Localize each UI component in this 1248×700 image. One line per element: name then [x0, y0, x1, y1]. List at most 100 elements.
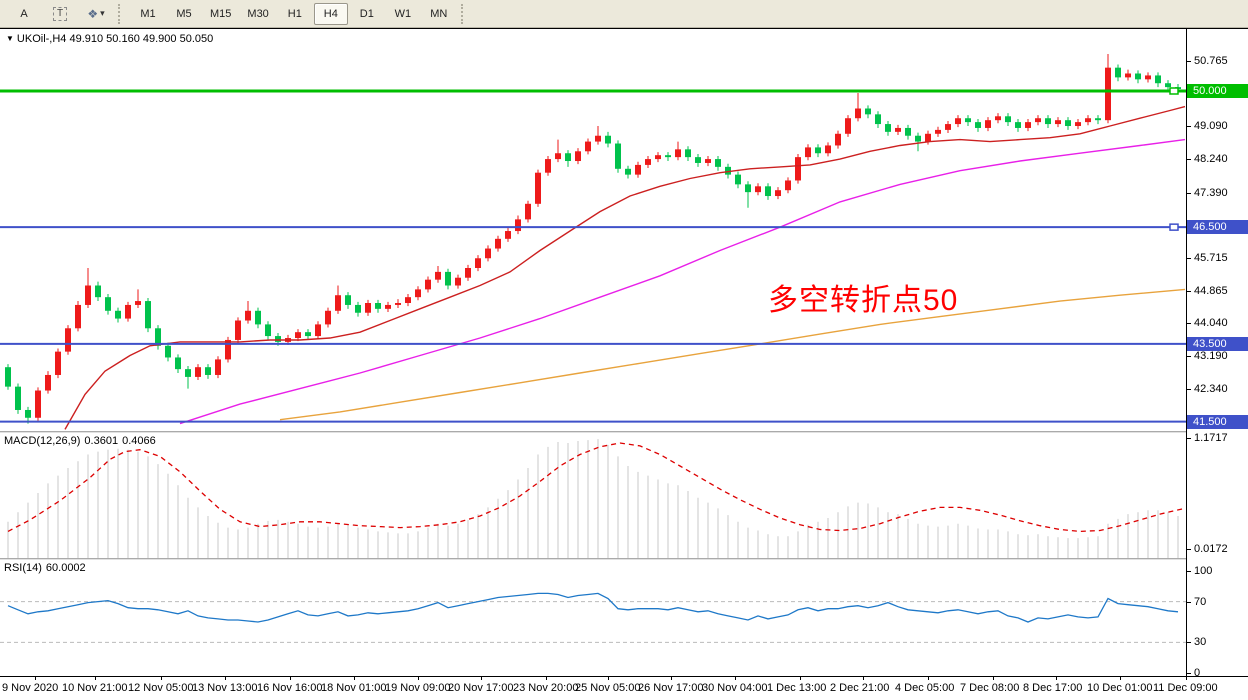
candle-body — [975, 122, 981, 128]
rsi-indicator-label: RSI(14) 60.0002 — [4, 562, 86, 574]
ma-fast-red — [64, 105, 1186, 430]
time-tick-mark — [671, 677, 672, 680]
price-tick-label: 43.190 — [1194, 349, 1228, 362]
candle-body — [335, 295, 341, 311]
axis-tick-mark — [1187, 601, 1191, 603]
time-tick-label: 8 Dec 17:00 — [1023, 682, 1083, 694]
time-tick-mark — [1056, 677, 1057, 680]
candle-body — [455, 277, 461, 286]
main-price-chart[interactable] — [0, 29, 1186, 433]
candle-body — [495, 238, 501, 249]
time-tick-label: 4 Dec 05:00 — [895, 682, 955, 694]
time-tick-label: 9 Nov 2020 — [2, 682, 59, 694]
timeframe-m30-button[interactable]: M30 — [247, 7, 269, 20]
candle-body — [175, 357, 181, 370]
line-handle — [1169, 223, 1179, 231]
time-tick-mark — [800, 677, 801, 680]
candle-body — [475, 258, 481, 268]
candle-body — [725, 166, 731, 175]
candle-body — [1125, 73, 1131, 78]
candle-body — [545, 159, 551, 173]
text-tool-button[interactable]: T — [43, 3, 77, 25]
candle-body — [275, 336, 281, 342]
axis-tick-mark — [1187, 257, 1191, 259]
shapes-icon: ❖ — [87, 6, 99, 21]
candle-body — [1145, 75, 1151, 80]
candle-body — [635, 164, 641, 175]
timeframe-w1-button[interactable]: W1 — [394, 7, 412, 20]
axis-tick-mark — [1187, 126, 1191, 128]
candle-body — [55, 351, 61, 375]
candle-body — [835, 133, 841, 146]
time-tick-mark — [418, 677, 419, 680]
time-tick-label: 30 Nov 04:00 — [702, 682, 768, 694]
timeframe-h4-button[interactable]: H4 — [313, 2, 348, 25]
time-tick-label: 11 Dec 09:00 — [1153, 682, 1218, 694]
candle-body — [185, 369, 191, 377]
time-axis[interactable]: 9 Nov 2020 10 Nov 21:00 12 Nov 05:00 13 Nov… — [0, 676, 1248, 700]
toolbar-grip — [460, 3, 467, 24]
candle-body — [785, 180, 791, 191]
candle-body — [365, 303, 371, 313]
candle-body — [805, 147, 811, 158]
pane-separator[interactable] — [0, 558, 1248, 560]
timeframe-d1-button[interactable]: D1 — [359, 7, 374, 20]
timeframe-h1-button[interactable]: H1 — [287, 7, 302, 20]
candle-body — [605, 135, 611, 144]
candle-body — [95, 285, 101, 298]
price-axis[interactable]: 50.000 46.500 43.500 41.500 50.765 49.090 48.2… — [1186, 29, 1248, 679]
timeframe-m1-button[interactable]: M1 — [140, 7, 156, 20]
timeframe-m15-button[interactable]: M15 — [210, 7, 232, 20]
candle-body — [985, 120, 991, 128]
candle-body — [945, 124, 951, 130]
price-tick-label: 44.040 — [1194, 316, 1228, 329]
time-tick-label: 7 Dec 08:00 — [960, 682, 1020, 694]
rsi-pane[interactable] — [0, 560, 1186, 677]
axis-tick-mark — [1187, 571, 1191, 572]
candle-body — [305, 332, 311, 337]
candle-body — [775, 190, 781, 197]
macd-pane[interactable] — [0, 433, 1186, 560]
time-tick-mark — [993, 677, 994, 680]
candle-body — [5, 367, 11, 387]
candle-body — [735, 174, 741, 185]
shapes-tool-button[interactable]: ❖ ▾ — [79, 3, 113, 25]
macd-tick-label: 1.1717 — [1194, 432, 1228, 444]
candle-body — [845, 118, 851, 134]
candle-body — [265, 324, 271, 337]
candle-body — [445, 271, 451, 286]
candle-body — [1165, 83, 1171, 88]
candle-body — [195, 367, 201, 377]
pane-separator[interactable] — [0, 431, 1248, 433]
candle-body — [875, 114, 881, 125]
price-level-label: 46.500 — [1187, 220, 1248, 235]
time-tick-label: 16 Nov 16:00 — [257, 682, 323, 694]
axis-tick-mark — [1187, 61, 1191, 63]
candle-body — [65, 328, 71, 352]
timeframe-m5-button[interactable]: M5 — [176, 7, 192, 20]
time-tick-mark — [608, 677, 609, 680]
candle-body — [145, 301, 151, 329]
time-tick-mark — [1120, 677, 1121, 680]
candle-body — [1005, 116, 1011, 123]
chart-annotation: 多空转折点50 — [768, 284, 959, 317]
candle-body — [115, 310, 121, 319]
time-tick-label: 26 Nov 17:00 — [638, 682, 704, 694]
candle-body — [1035, 118, 1041, 123]
candle-body — [795, 157, 801, 181]
axis-tick-mark — [1187, 159, 1191, 161]
candle-body — [565, 153, 571, 162]
candle-body — [905, 127, 911, 136]
price-tick-label: 49.090 — [1194, 120, 1228, 133]
toolbar-grip — [118, 3, 124, 24]
candle-body — [825, 145, 831, 154]
price-tick-label: 48.240 — [1194, 153, 1228, 166]
price-tick-label: 42.340 — [1194, 382, 1228, 395]
candle-body — [215, 359, 221, 375]
arrow-tool-button[interactable]: A — [20, 7, 28, 20]
time-tick-label: 20 Nov 17:00 — [448, 682, 514, 694]
macd-signal-line — [7, 442, 1186, 533]
timeframe-mn-button[interactable]: MN — [430, 7, 448, 20]
time-tick-label: 23 Nov 20:00 — [513, 682, 579, 694]
symbol-dropdown-icon[interactable]: ▼ — [6, 34, 14, 43]
